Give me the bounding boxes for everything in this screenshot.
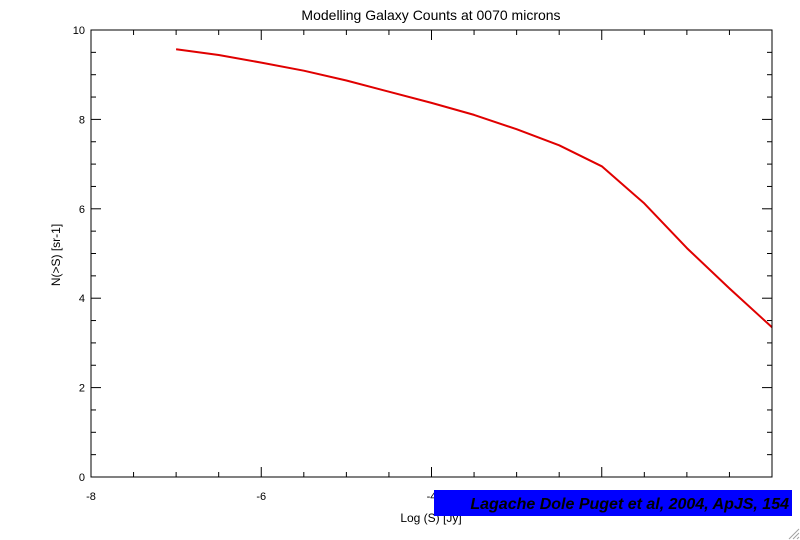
series-line xyxy=(175,48,773,329)
y-tick-label: 0 xyxy=(79,472,85,484)
tick-labels: -8 -6 -4 0 2 4 6 8 10 xyxy=(73,25,437,503)
x-tick-label: -4 xyxy=(427,491,437,503)
credit-text: Lagache Dole Puget et al, 2004, ApJS, 15… xyxy=(470,496,789,513)
axis-ticks xyxy=(90,29,773,478)
resize-grip-icon[interactable] xyxy=(786,526,800,540)
x-tick-label: -6 xyxy=(256,491,266,503)
credit-background xyxy=(434,490,792,516)
x-tick-label: -8 xyxy=(86,491,96,503)
y-axis-label: N(>S) [sr-1] xyxy=(49,224,63,286)
plot-frame xyxy=(90,29,773,478)
y-tick-label: 6 xyxy=(79,204,85,216)
series-layer xyxy=(175,48,773,329)
credit-annotation: Lagache Dole Puget et al, 2004, ApJS, 15… xyxy=(434,490,792,516)
y-tick-label: 8 xyxy=(79,114,85,126)
chart-title: Modelling Galaxy Counts at 0070 microns xyxy=(301,7,560,23)
y-tick-label: 2 xyxy=(79,383,85,395)
y-tick-label: 10 xyxy=(73,25,85,37)
y-tick-label: 4 xyxy=(79,293,85,305)
